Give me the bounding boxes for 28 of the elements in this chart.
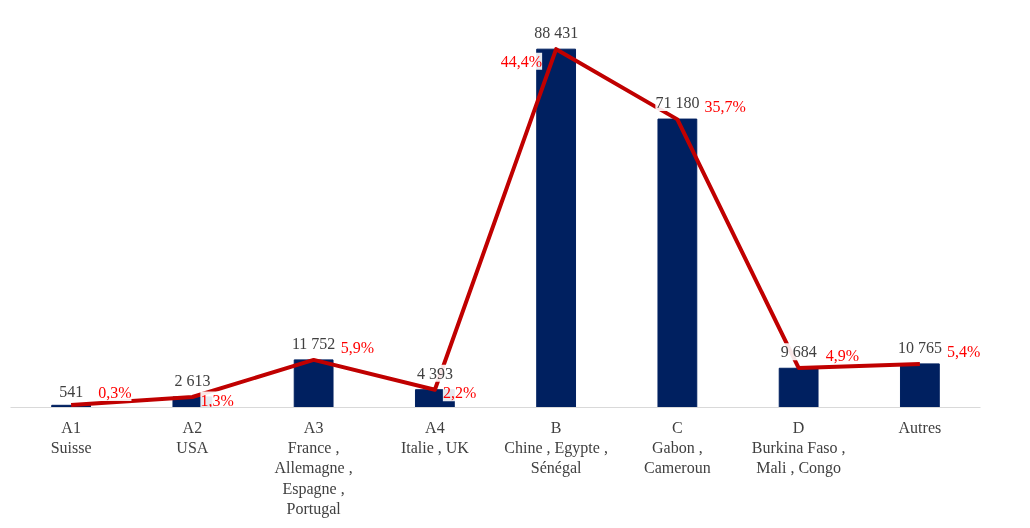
data-label: 5,4% (946, 342, 981, 360)
data-label: 2 613 (174, 371, 211, 389)
x-tick-label: Autres (898, 418, 942, 436)
data-label: 1,3% (200, 391, 234, 409)
data-label: 0,3% (98, 384, 132, 402)
data-label: 35,7% (704, 98, 746, 116)
x-tick-label: A4 Italie , UK (400, 418, 470, 456)
x-tick-label: A1 Suisse (50, 418, 92, 456)
data-label: 71 180 (655, 94, 700, 112)
x-tick-label: A3 France , Allemagne , Espagne , Portugal (274, 418, 353, 519)
x-tick-label: D Burkina Faso , Mali , Congo (751, 418, 846, 478)
data-label: 11 752 (291, 334, 336, 352)
x-tick-label: B Chine , Egypte , Sénégal (504, 418, 608, 478)
data-label: 541 (59, 383, 84, 401)
x-tick-label: C Gabon , Cameroun (644, 418, 711, 477)
bar (899, 363, 940, 408)
data-label: 4 393 (416, 364, 453, 382)
bar (657, 118, 698, 408)
bar (778, 367, 819, 408)
data-label: 88 431 (534, 24, 579, 42)
bar (293, 359, 334, 408)
x-tick-label: A2 USA (176, 418, 209, 456)
data-label: 2,2% (442, 384, 477, 402)
data-label: 44,4% (500, 52, 543, 70)
data-label: 5,9% (340, 338, 374, 356)
data-label: 4,9% (825, 346, 859, 364)
data-label: 10 765 (897, 338, 942, 356)
data-label: 9 684 (780, 343, 817, 361)
